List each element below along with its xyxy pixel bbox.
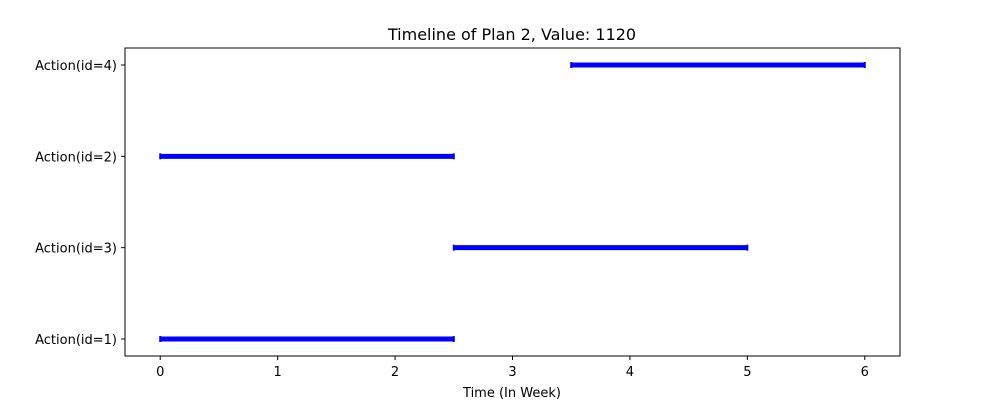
x-axis-label: Time (In Week) [462, 386, 561, 400]
y-tick-label: Action(id=2) [35, 150, 117, 165]
y-tick-label: Action(id=4) [35, 59, 117, 74]
plot-area [124, 47, 901, 357]
y-axis-ticks: Action(id=1) Action(id=3) Action(id=2) Acti… [35, 59, 125, 348]
y-tick-label: Action(id=3) [35, 242, 117, 257]
x-tick-label: 5 [743, 365, 751, 380]
x-tick-label: 2 [391, 365, 399, 380]
x-tick-label: 6 [861, 365, 869, 380]
x-tick-label: 0 [156, 365, 164, 380]
bars-group [159, 62, 866, 342]
x-tick-label: 3 [508, 365, 516, 380]
x-tick-label: 1 [274, 365, 282, 380]
y-tick-label: Action(id=1) [35, 333, 117, 348]
x-axis-ticks: 0 1 2 3 4 5 6 [156, 356, 869, 380]
chart-title: Timeline of Plan 2, Value: 1120 [387, 25, 636, 44]
x-tick-label: 4 [626, 365, 634, 380]
